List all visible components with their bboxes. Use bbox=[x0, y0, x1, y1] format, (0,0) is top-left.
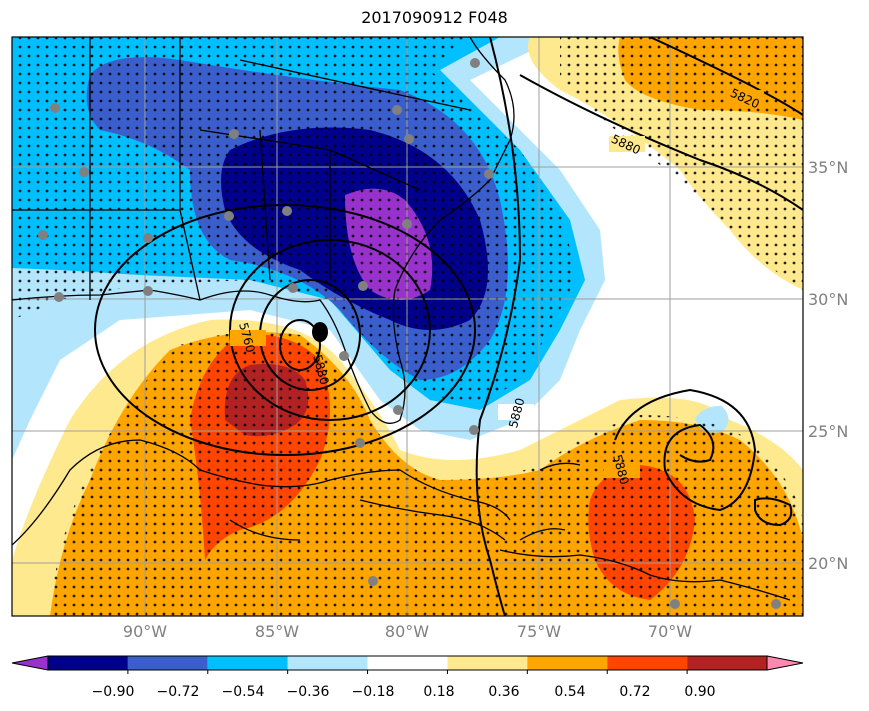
colorbar-tick-label: 0.72 bbox=[619, 684, 650, 700]
stipple-s bbox=[50, 331, 803, 616]
colorbar-segment bbox=[207, 656, 288, 670]
colorbar-tick-label: 0.36 bbox=[488, 684, 519, 700]
colorbar-outline bbox=[47, 655, 768, 671]
graticule bbox=[12, 37, 803, 616]
lon-label: 85°W bbox=[255, 622, 299, 641]
stipple-blue bbox=[12, 37, 575, 405]
lat-label: 20°N bbox=[808, 554, 848, 573]
colorbar-tick-labels: −0.90 −0.72 −0.54 −0.36 −0.18 0.18 0.36 … bbox=[92, 684, 716, 700]
contour-labels: 5820 5880 5760 5880 5880 5880 bbox=[230, 86, 764, 486]
longitude-labels: 90°W 85°W 80°W 75°W 70°W bbox=[123, 622, 692, 641]
colorbar-extend-min bbox=[11, 655, 49, 671]
colorbar-segment bbox=[687, 656, 767, 670]
colorbar-segment bbox=[527, 656, 608, 670]
latitude-labels: 35°N 30°N 25°N 20°N bbox=[808, 158, 848, 573]
lat-label: 25°N bbox=[808, 422, 848, 441]
colorbar-segment bbox=[607, 656, 688, 670]
lat-label: 30°N bbox=[808, 290, 848, 309]
lon-label: 75°W bbox=[517, 622, 561, 641]
colorbar-segment bbox=[127, 656, 208, 670]
colorbar-tick-label: 0.90 bbox=[684, 684, 715, 700]
map-area: 5820 5880 5760 5880 5880 5880 bbox=[12, 37, 803, 616]
colorbar-extend-max bbox=[766, 655, 804, 671]
colorbar-segment bbox=[367, 656, 448, 670]
colorbar-tick-label: −0.36 bbox=[287, 684, 330, 700]
colorbar-tick-label: −0.72 bbox=[157, 684, 200, 700]
lon-label: 90°W bbox=[123, 622, 167, 641]
colorbar-tick-label: 0.18 bbox=[423, 684, 454, 700]
colorbar-tick-label: 0.54 bbox=[554, 684, 585, 700]
lat-label: 35°N bbox=[808, 158, 848, 177]
map-frame bbox=[11, 36, 804, 617]
height-contours bbox=[94, 37, 803, 616]
colorbar-tick-label: −0.18 bbox=[352, 684, 395, 700]
map-title: 2017090912 F048 bbox=[361, 8, 508, 27]
colorbar-segment bbox=[287, 656, 368, 670]
colorbar-segment bbox=[48, 656, 128, 670]
colorbar-segment bbox=[447, 656, 528, 670]
hurricane-center-marker bbox=[312, 322, 328, 342]
lon-label: 70°W bbox=[648, 622, 692, 641]
station-markers bbox=[38, 58, 781, 609]
colorbar-tick-label: −0.90 bbox=[92, 684, 135, 700]
colorbar-tick-label: −0.54 bbox=[222, 684, 265, 700]
colorbar bbox=[11, 655, 804, 674]
lon-label: 80°W bbox=[385, 622, 429, 641]
